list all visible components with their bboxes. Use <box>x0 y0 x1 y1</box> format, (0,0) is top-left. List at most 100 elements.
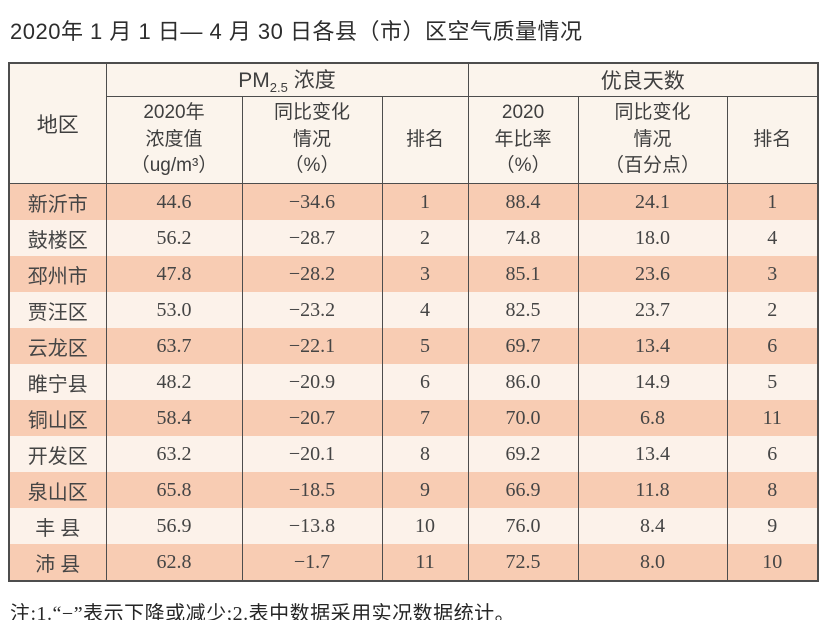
cell-days-rank: 1 <box>726 183 819 220</box>
col-header-region: 地区 <box>8 63 107 184</box>
table-row: 邳州市 47.8 −28.2 3 85.1 23.6 3 <box>8 256 819 292</box>
table-row: 云龙区 63.7 −22.1 5 69.7 13.4 6 <box>8 328 819 364</box>
cell-pm-rank: 11 <box>381 544 469 581</box>
cell-pm-change: −22.1 <box>241 328 383 364</box>
cell-pm-value: 63.2 <box>105 436 243 472</box>
table-row: 鼓楼区 56.2 −28.7 2 74.8 18.0 4 <box>8 220 819 256</box>
cell-days-change: 11.8 <box>577 472 728 508</box>
cell-pm-change: −20.9 <box>241 364 383 400</box>
cell-days-ratio: 85.1 <box>467 256 579 292</box>
cell-pm-change: −18.5 <box>241 472 383 508</box>
cell-days-change: 24.1 <box>577 183 728 220</box>
cell-pm-change: −20.7 <box>241 400 383 436</box>
cell-days-ratio: 74.8 <box>467 220 579 256</box>
cell-days-change: 8.4 <box>577 508 728 544</box>
table-row: 泉山区 65.8 −18.5 9 66.9 11.8 8 <box>8 472 819 508</box>
cell-pm-rank: 4 <box>381 292 469 328</box>
cell-days-change: 6.8 <box>577 400 728 436</box>
cell-days-ratio: 88.4 <box>467 183 579 220</box>
page-title: 2020年 1 月 1 日— 4 月 30 日各县（市）区空气质量情况 <box>10 19 583 44</box>
cell-days-change: 13.4 <box>577 436 728 472</box>
cell-pm-value: 65.8 <box>105 472 243 508</box>
cell-pm-value: 56.2 <box>105 220 243 256</box>
cell-days-ratio: 66.9 <box>467 472 579 508</box>
cell-region: 云龙区 <box>8 328 107 364</box>
cell-days-rank: 9 <box>726 508 819 544</box>
cell-region: 贾汪区 <box>8 292 107 328</box>
cell-days-ratio: 70.0 <box>467 400 579 436</box>
table-row: 铜山区 58.4 −20.7 7 70.0 6.8 11 <box>8 400 819 436</box>
footnote: 注:1.“−”表示下降或减少;2.表中数据采用实况数据统计。 <box>10 603 516 620</box>
cell-days-rank: 4 <box>726 220 819 256</box>
cell-region: 睢宁县 <box>8 364 107 400</box>
table-row: 新沂市 44.6 −34.6 1 88.4 24.1 1 <box>8 183 819 220</box>
col-group-pm25: PM2.5 浓度 <box>105 63 469 97</box>
cell-pm-rank: 10 <box>381 508 469 544</box>
cell-days-ratio: 69.7 <box>467 328 579 364</box>
cell-pm-value: 58.4 <box>105 400 243 436</box>
cell-days-rank: 5 <box>726 364 819 400</box>
cell-pm-change: −1.7 <box>241 544 383 581</box>
cell-days-change: 8.0 <box>577 544 728 581</box>
cell-days-change: 23.6 <box>577 256 728 292</box>
cell-pm-value: 47.8 <box>105 256 243 292</box>
cell-region: 鼓楼区 <box>8 220 107 256</box>
cell-pm-change: −34.6 <box>241 183 383 220</box>
cell-region: 铜山区 <box>8 400 107 436</box>
cell-region: 开发区 <box>8 436 107 472</box>
cell-days-rank: 6 <box>726 436 819 472</box>
cell-days-ratio: 82.5 <box>467 292 579 328</box>
cell-days-change: 23.7 <box>577 292 728 328</box>
header-sub-row: 2020年 浓度值 （ug/m³） 同比变化 情况 （%） 排名 2020 年比… <box>9 96 819 184</box>
pm25-label-subscript: 2.5 <box>269 80 288 96</box>
cell-pm-rank: 6 <box>381 364 469 400</box>
cell-pm-rank: 3 <box>381 256 469 292</box>
cell-pm-rank: 9 <box>381 472 469 508</box>
cell-days-change: 18.0 <box>577 220 728 256</box>
cell-pm-rank: 1 <box>381 183 469 220</box>
cell-pm-value: 62.8 <box>105 544 243 581</box>
pm25-label-prefix: PM <box>238 69 270 93</box>
table-row: 贾汪区 53.0 −23.2 4 82.5 23.7 2 <box>8 292 819 328</box>
cell-days-rank: 6 <box>726 328 819 364</box>
cell-pm-value: 53.0 <box>105 292 243 328</box>
cell-days-rank: 8 <box>726 472 819 508</box>
col-group-good-days: 优良天数 <box>467 63 819 97</box>
cell-days-ratio: 86.0 <box>467 364 579 400</box>
cell-days-ratio: 69.2 <box>467 436 579 472</box>
col-header-days-ratio: 2020 年比率 （%） <box>467 96 579 184</box>
col-header-days-rank: 排名 <box>726 96 819 184</box>
cell-days-ratio: 76.0 <box>467 508 579 544</box>
cell-days-ratio: 72.5 <box>467 544 579 581</box>
cell-pm-change: −13.8 <box>241 508 383 544</box>
cell-pm-value: 56.9 <box>105 508 243 544</box>
cell-region: 邳州市 <box>8 256 107 292</box>
table-body: 新沂市 44.6 −34.6 1 88.4 24.1 1 鼓楼区 56.2 −2… <box>8 183 819 581</box>
cell-days-rank: 2 <box>726 292 819 328</box>
cell-pm-value: 48.2 <box>105 364 243 400</box>
cell-pm-change: −28.2 <box>241 256 383 292</box>
table-row: 沛 县 62.8 −1.7 11 72.5 8.0 10 <box>8 544 819 581</box>
cell-pm-change: −23.2 <box>241 292 383 328</box>
cell-days-rank: 3 <box>726 256 819 292</box>
table-row: 丰 县 56.9 −13.8 10 76.0 8.4 9 <box>8 508 819 544</box>
cell-days-rank: 10 <box>726 544 819 581</box>
table-row: 开发区 63.2 −20.1 8 69.2 13.4 6 <box>8 436 819 472</box>
cell-days-change: 14.9 <box>577 364 728 400</box>
cell-pm-value: 63.7 <box>105 328 243 364</box>
cell-region: 新沂市 <box>8 183 107 220</box>
cell-pm-change: −28.7 <box>241 220 383 256</box>
pm25-label-suffix: 浓度 <box>287 69 336 93</box>
col-header-pm-rank: 排名 <box>381 96 469 184</box>
col-header-days-change: 同比变化 情况 （百分点） <box>577 96 728 184</box>
col-header-pm-value: 2020年 浓度值 （ug/m³） <box>105 96 243 184</box>
cell-region: 沛 县 <box>8 544 107 581</box>
cell-days-change: 13.4 <box>577 328 728 364</box>
cell-region: 丰 县 <box>8 508 107 544</box>
header-group-row: 地区 PM2.5 浓度 优良天数 <box>8 63 819 184</box>
cell-pm-rank: 8 <box>381 436 469 472</box>
cell-pm-rank: 2 <box>381 220 469 256</box>
cell-days-rank: 11 <box>726 400 819 436</box>
cell-pm-rank: 7 <box>381 400 469 436</box>
